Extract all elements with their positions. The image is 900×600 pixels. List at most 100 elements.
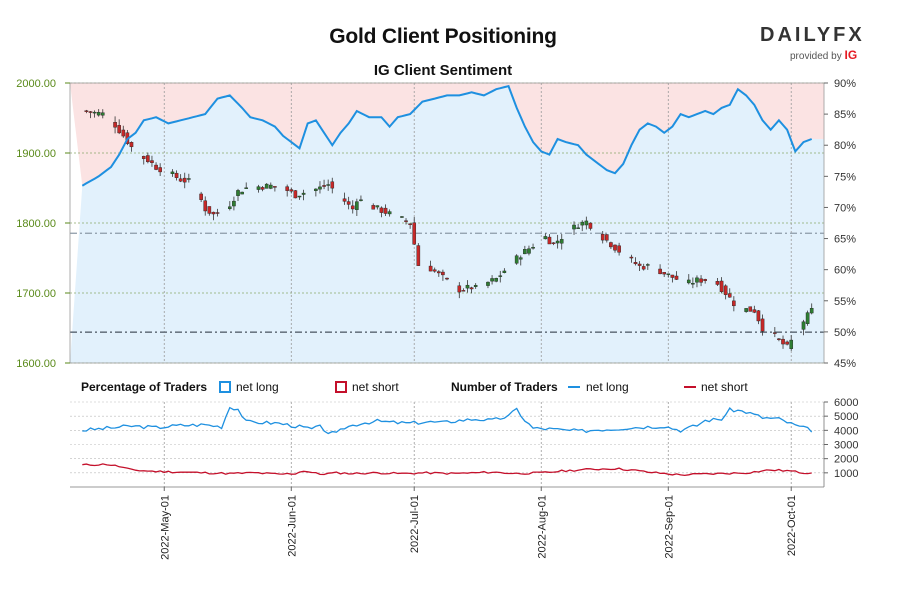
- net-short-area: [70, 83, 824, 186]
- candle-down: [641, 266, 646, 270]
- candle-up: [805, 312, 810, 324]
- candle-down: [461, 290, 466, 292]
- candle-up: [96, 112, 101, 116]
- date-tick-label: 2022-Jul-01: [409, 495, 421, 553]
- candle-down: [182, 177, 187, 183]
- candle-down: [121, 129, 126, 137]
- candle-up: [100, 112, 105, 116]
- candle-down: [260, 187, 265, 190]
- candle-down: [674, 275, 679, 280]
- candle-up: [236, 190, 240, 196]
- candle-up: [555, 240, 560, 244]
- candle-down: [322, 185, 326, 187]
- candle-down: [756, 310, 761, 322]
- candle-down: [84, 110, 89, 112]
- candle-down: [379, 207, 384, 213]
- price-tick-label: 1900.00: [16, 148, 56, 160]
- candle-up: [465, 284, 470, 289]
- legend-pct-short-label: net short: [352, 380, 399, 394]
- percent-tick-label: 85%: [834, 109, 856, 121]
- candle-down: [662, 272, 666, 275]
- candle-down: [748, 306, 753, 312]
- candle-down: [342, 198, 347, 202]
- num-long-line: [82, 406, 813, 435]
- candle-down: [412, 222, 417, 245]
- candle-down: [658, 268, 662, 275]
- candle-down: [752, 309, 757, 313]
- percent-tick-label: 80%: [834, 140, 856, 152]
- candle-up: [240, 191, 244, 195]
- candle-up: [502, 270, 507, 273]
- traders-tick-label: 4000: [834, 425, 858, 437]
- candle-up: [801, 321, 806, 330]
- candle-down: [285, 186, 289, 191]
- candle-down: [670, 274, 675, 278]
- candle-down: [154, 164, 158, 170]
- date-tick-label: 2022-May-01: [159, 495, 171, 560]
- candle-up: [580, 221, 585, 226]
- num-short-line: [82, 463, 812, 477]
- candle-up: [645, 264, 650, 266]
- candle-down: [158, 167, 162, 173]
- traders-tick-label: 1000: [834, 468, 858, 480]
- candle-up: [686, 279, 691, 284]
- price-tick-label: 1700.00: [16, 288, 56, 300]
- candle-down: [469, 287, 474, 290]
- traders-tick-label: 5000: [834, 411, 858, 423]
- candle-down: [416, 245, 421, 266]
- candle-down: [633, 261, 638, 265]
- percent-tick-label: 45%: [834, 358, 856, 370]
- candle-down: [617, 245, 621, 253]
- candle-down: [727, 293, 732, 298]
- candle-down: [760, 318, 765, 332]
- date-tick-label: 2022-Oct-01: [786, 495, 798, 556]
- candle-down: [215, 212, 220, 214]
- candle-up: [244, 187, 249, 189]
- candle-down: [609, 242, 613, 248]
- candle-down: [113, 122, 117, 128]
- candle-down: [408, 223, 412, 225]
- candlesticks: [84, 109, 814, 351]
- ig-logo: IG: [844, 48, 858, 62]
- net-long-area: [70, 86, 824, 363]
- brand-name: DAILYFX: [760, 24, 865, 46]
- legend: Percentage of Traders net long net short Nu…: [81, 380, 748, 394]
- candle-down: [428, 265, 433, 272]
- candle-down: [715, 281, 720, 285]
- traders-tick-label: 3000: [834, 440, 858, 452]
- percent-tick-label: 55%: [834, 296, 856, 308]
- candle-up: [809, 307, 814, 314]
- candle-up: [691, 282, 695, 285]
- legend-pct-short-swatch: [335, 381, 347, 393]
- candle-down: [432, 269, 437, 272]
- candle-down: [203, 200, 208, 212]
- date-tick-label: 2022-Sep-01: [663, 495, 675, 559]
- candle-down: [441, 271, 445, 276]
- candle-up: [228, 206, 232, 209]
- candle-down: [629, 256, 634, 259]
- candle-up: [559, 239, 564, 244]
- candle-down: [273, 186, 277, 188]
- candle-down: [605, 234, 609, 241]
- candle-down: [289, 189, 294, 192]
- candle-down: [211, 211, 216, 215]
- sentiment-background: [70, 83, 824, 363]
- candle-up: [318, 186, 322, 190]
- pct-long-series: [81, 84, 813, 187]
- candle-down: [141, 155, 146, 159]
- candle-down: [150, 160, 154, 163]
- price-tick-label: 1800.00: [16, 218, 56, 230]
- candle-down: [330, 181, 335, 189]
- candle-down: [777, 338, 781, 340]
- candle-down: [174, 172, 179, 178]
- candle-up: [523, 249, 527, 255]
- candle-up: [518, 257, 523, 260]
- date-labels: 2022-May-01 2022-Jun-01 2022-Jul-01 2022-Au…: [159, 487, 798, 560]
- candle-up: [170, 171, 175, 174]
- legend-number-title: Number of Traders: [451, 380, 558, 394]
- candle-down: [785, 341, 789, 345]
- candle-up: [584, 220, 589, 226]
- candle-up: [498, 275, 503, 277]
- traders-tick-label: 6000: [834, 397, 858, 409]
- dailyfx-logo[interactable]: DAILYFX provided by IG: [760, 24, 870, 64]
